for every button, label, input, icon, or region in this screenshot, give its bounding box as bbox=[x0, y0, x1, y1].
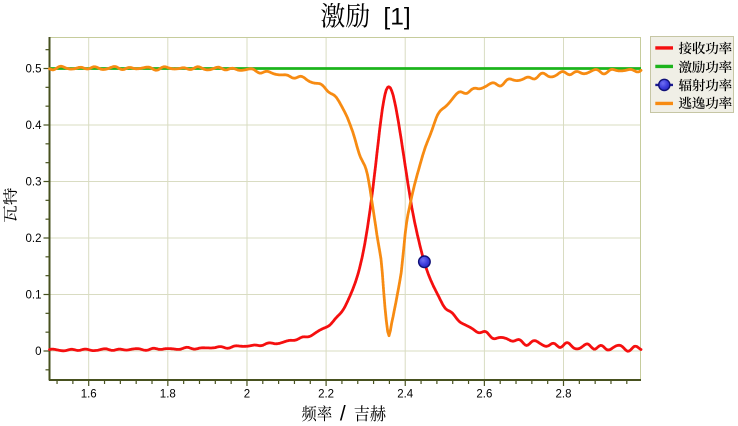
svg-text:0.1: 0.1 bbox=[26, 290, 42, 302]
svg-text:2.2: 2.2 bbox=[318, 389, 334, 401]
svg-text:[1]: [1] bbox=[383, 3, 410, 30]
svg-text:0.3: 0.3 bbox=[26, 177, 42, 189]
svg-text:1.6: 1.6 bbox=[81, 389, 97, 401]
svg-text:0: 0 bbox=[35, 346, 41, 358]
svg-text:2.4: 2.4 bbox=[397, 389, 414, 401]
svg-text:0.4: 0.4 bbox=[26, 120, 43, 132]
svg-text:0.5: 0.5 bbox=[26, 64, 42, 76]
svg-text:/: / bbox=[340, 403, 346, 426]
svg-text:1.8: 1.8 bbox=[160, 389, 176, 401]
svg-text:2.6: 2.6 bbox=[476, 389, 492, 401]
svg-text:0.2: 0.2 bbox=[26, 233, 42, 245]
svg-text:2.8: 2.8 bbox=[556, 389, 572, 401]
svg-text:2: 2 bbox=[244, 389, 250, 401]
